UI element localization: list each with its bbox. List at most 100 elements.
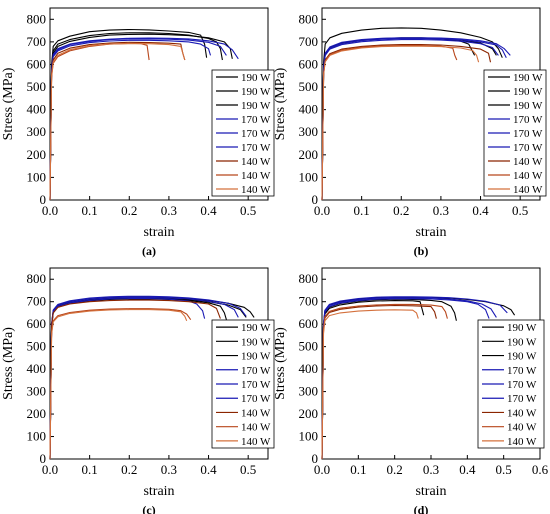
series-line bbox=[49, 33, 233, 201]
series-line bbox=[321, 303, 448, 460]
y-tick-label: 0 bbox=[40, 451, 47, 466]
x-tick-label: 0.3 bbox=[423, 462, 439, 477]
legend-label: 190 W bbox=[513, 86, 543, 98]
y-tick-label: 300 bbox=[299, 124, 319, 139]
x-tick-label: 0.5 bbox=[496, 462, 512, 477]
series-line bbox=[321, 27, 503, 201]
y-tick-label: 800 bbox=[27, 271, 47, 286]
y-tick-label: 200 bbox=[299, 406, 319, 421]
series-line bbox=[49, 308, 192, 460]
legend-label: 140 W bbox=[513, 170, 543, 182]
legend-label: 190 W bbox=[241, 351, 271, 363]
legend-label: 140 W bbox=[507, 422, 537, 434]
legend-label: 190 W bbox=[241, 336, 271, 348]
series-line bbox=[321, 37, 476, 201]
y-tick-label: 600 bbox=[299, 316, 319, 331]
y-tick-label: 100 bbox=[299, 169, 319, 184]
y-tick-label: 800 bbox=[27, 11, 47, 26]
legend-label: 170 W bbox=[241, 393, 271, 405]
legend-label: 170 W bbox=[507, 365, 537, 377]
y-tick-label: 0 bbox=[312, 192, 319, 207]
x-tick-label: 0.4 bbox=[200, 203, 217, 218]
panel-label: (d) bbox=[414, 503, 429, 514]
x-tick-label: 0.3 bbox=[161, 462, 177, 477]
series-line bbox=[49, 39, 212, 201]
y-tick-label: 500 bbox=[27, 339, 47, 354]
series-line bbox=[321, 298, 490, 460]
y-tick-label: 700 bbox=[299, 34, 319, 49]
x-tick-label: 0.1 bbox=[354, 203, 370, 218]
legend-label: 140 W bbox=[507, 407, 537, 419]
panel-label: (c) bbox=[142, 503, 155, 514]
series-line bbox=[49, 299, 221, 460]
legend-label: 170 W bbox=[241, 128, 271, 140]
x-tick-label: 0.5 bbox=[240, 203, 256, 218]
legend-label: 170 W bbox=[513, 114, 543, 126]
chart-panel: 0.0 0.1 0.2 0.3 0.4 0.5 0 100 200 300 400 500 600 700… bbox=[1, 7, 275, 258]
series-line bbox=[321, 37, 497, 201]
legend-label: 190 W bbox=[513, 100, 543, 112]
legend-label: 170 W bbox=[507, 379, 537, 391]
y-tick-label: 100 bbox=[27, 169, 47, 184]
series-line bbox=[321, 44, 492, 201]
x-tick-label: 0.4 bbox=[472, 203, 489, 218]
series-line bbox=[321, 39, 499, 201]
y-tick-label: 200 bbox=[299, 147, 319, 162]
legend-label: 170 W bbox=[513, 142, 543, 154]
y-tick-label: 200 bbox=[27, 147, 47, 162]
y-tick-label: 200 bbox=[27, 406, 47, 421]
x-tick-label: 0.2 bbox=[121, 203, 137, 218]
legend-label: 190 W bbox=[507, 322, 537, 334]
series-line bbox=[49, 298, 227, 460]
series-line bbox=[49, 298, 206, 460]
legend-label: 140 W bbox=[241, 156, 271, 168]
y-tick-label: 500 bbox=[27, 79, 47, 94]
y-tick-label: 800 bbox=[299, 271, 319, 286]
y-tick-label: 400 bbox=[27, 361, 47, 376]
x-tick-label: 0.2 bbox=[393, 203, 409, 218]
x-tick-label: 0.1 bbox=[82, 462, 98, 477]
series-line bbox=[321, 44, 458, 201]
y-tick-label: 100 bbox=[299, 429, 319, 444]
x-tick-label: 0.0 bbox=[42, 462, 58, 477]
y-tick-label: 0 bbox=[312, 451, 319, 466]
series-line bbox=[321, 45, 480, 201]
series-line bbox=[321, 37, 507, 201]
legend-label: 140 W bbox=[507, 436, 537, 448]
x-tick-label: 0.5 bbox=[512, 203, 528, 218]
y-axis-title: Stress (MPa) bbox=[273, 327, 288, 400]
y-tick-label: 100 bbox=[27, 429, 47, 444]
legend-label: 170 W bbox=[241, 365, 271, 377]
legend-label: 190 W bbox=[507, 336, 537, 348]
legend-label: 170 W bbox=[507, 393, 537, 405]
x-tick-label: 0.0 bbox=[42, 203, 58, 218]
series-line bbox=[49, 296, 239, 460]
legend-label: 190 W bbox=[513, 72, 543, 84]
chart-panel: 0.0 0.1 0.2 0.3 0.4 0.5 0 100 200 300 400 500 600 700… bbox=[1, 267, 275, 514]
x-tick-label: 0.0 bbox=[314, 203, 330, 218]
y-tick-label: 0 bbox=[40, 192, 47, 207]
x-tick-label: 0.1 bbox=[350, 462, 366, 477]
legend-label: 140 W bbox=[513, 184, 543, 196]
series-line bbox=[321, 309, 419, 460]
legend-label: 170 W bbox=[513, 128, 543, 140]
series-line bbox=[321, 37, 511, 201]
y-tick-label: 500 bbox=[299, 339, 319, 354]
legend-label: 190 W bbox=[507, 351, 537, 363]
y-tick-label: 600 bbox=[27, 56, 47, 71]
legend-label: 140 W bbox=[241, 407, 271, 419]
x-tick-label: 0.5 bbox=[240, 462, 256, 477]
legend-label: 140 W bbox=[241, 436, 271, 448]
chart-panel: 0.0 0.1 0.2 0.3 0.4 0.5 0.6 0 100 200 300 400 500 600… bbox=[273, 267, 549, 514]
legend-label: 170 W bbox=[241, 114, 271, 126]
legend-label: 170 W bbox=[241, 142, 271, 154]
series-line bbox=[49, 295, 247, 460]
legend-label: 140 W bbox=[241, 184, 271, 196]
y-tick-label: 500 bbox=[299, 79, 319, 94]
y-tick-label: 300 bbox=[27, 124, 47, 139]
legend-label: 140 W bbox=[513, 156, 543, 168]
legend: 190 W 190 W 190 W 170 W 170 W 170 W 140 W 140 W… bbox=[483, 69, 547, 197]
legend-label: 140 W bbox=[241, 170, 271, 182]
series-line bbox=[49, 37, 239, 201]
